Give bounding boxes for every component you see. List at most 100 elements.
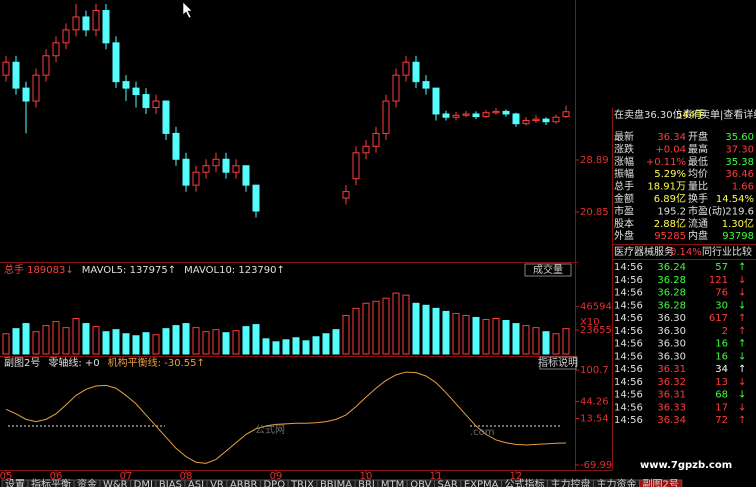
quote-value: 95285 [654,231,686,242]
tab-label[interactable]: 设置 [5,479,25,487]
trade-volume: 16 [715,339,728,350]
industry-compare[interactable]: 同行业比较 [702,245,752,258]
volume-bar [12,328,20,355]
volume-bar [42,325,50,355]
trade-volume: 57 [715,262,728,273]
candle-body [172,132,180,160]
y-tick-label: 46594 [580,302,612,313]
indicator-line [5,371,567,464]
tab-label[interactable]: DMI [134,480,153,487]
tab[interactable]: 资金 [73,478,101,487]
trade-volume: 13 [715,377,728,388]
button[interactable] [539,356,577,370]
volume-bar [182,323,190,355]
tab-label[interactable]: 资金 [77,478,97,487]
tab-bg[interactable] [638,479,683,487]
tab-label[interactable]: BBIMA [320,480,352,487]
trade-direction: ↓ [738,351,746,362]
tab-label[interactable]: BIAS [159,480,182,487]
tab[interactable]: 副图2号 [638,479,683,487]
quote-value: 6.89亿 [654,192,686,205]
volume-bar [402,294,410,355]
candle-body [102,9,110,44]
button-label[interactable]: 指标说明 [538,356,578,369]
candle-body [152,100,160,109]
tab[interactable]: ASI [184,479,208,487]
tab-label[interactable]: 公式指标 [504,478,544,487]
tab[interactable]: W&R [99,479,132,487]
tab-label[interactable]: 副图2号 [642,479,678,487]
quote-value: 195.2 [657,206,686,217]
tab[interactable]: 指标平衡 [27,478,75,487]
tab[interactable]: TRIX [287,479,318,487]
tab[interactable]: DPO [259,479,289,487]
trade-time: 14:56 [614,377,643,388]
tab[interactable]: 主力控盘 [546,478,594,487]
quote-label: 外盘 [614,229,634,242]
volume-bar [362,302,370,355]
tab[interactable]: DMI [130,479,157,487]
tab-label[interactable]: ASI [188,480,204,487]
button[interactable] [524,263,572,277]
tab[interactable]: OBV [406,479,435,487]
tab-label[interactable]: 主力控盘 [550,478,590,487]
x-tick-label: 09 [270,471,283,482]
tab-label[interactable]: VR [210,480,224,487]
tab[interactable]: ARBR [226,479,261,487]
tab[interactable]: MTM [377,479,408,487]
quote-value: 219.6 [725,206,754,217]
x-tick-label: 08 [180,471,193,482]
tab[interactable]: SAR [433,479,462,487]
volume-bar [202,331,210,355]
tab[interactable]: BBIMA [316,479,356,487]
y-tick-label: 44.26 [580,396,609,407]
volume-bar [102,331,110,355]
candle-body [562,111,570,118]
quote-label: 金额 [614,192,634,205]
tab-label[interactable]: 主力资金 [596,478,636,487]
tab-label[interactable]: TRIX [290,480,314,487]
button-label[interactable]: 成交量 [533,263,563,276]
tab-label[interactable]: SAR [437,480,457,487]
candle-body [132,87,140,96]
candle-body [222,158,230,173]
tab-label[interactable]: W&R [103,480,128,487]
tab[interactable]: VR [206,479,228,487]
candle-body [482,112,490,118]
volume-bar [32,331,40,355]
tab[interactable]: 公式指标 [500,478,548,487]
tab[interactable]: BIAS [155,479,186,487]
trade-time: 14:56 [614,275,643,286]
tab[interactable]: 主力资金 [592,478,640,487]
trade-time: 14:56 [614,402,643,413]
trade-volume: 34 [715,364,728,375]
y-tick-label: 28.89 [580,155,609,166]
volume-bar [302,340,310,355]
trade-direction: ↓ [738,275,746,286]
trade-time: 14:56 [614,313,643,324]
tab-label[interactable]: 指标平衡 [31,478,71,487]
tab-label[interactable]: MTM [381,480,404,487]
tab[interactable]: EXPMA [460,479,502,487]
candle-body [342,191,350,199]
volume-bar [292,337,300,355]
trade-time: 14:56 [614,339,643,350]
tab-label[interactable]: DPO [263,480,285,487]
quote-label: 内盘 [688,229,708,242]
x-tick-label: 12 [510,471,523,482]
volume-bar [212,329,220,355]
trade-time: 14:56 [614,351,643,362]
tab-label[interactable]: EXPMA [464,480,499,487]
quote-label: 市盈 [614,204,634,217]
tab-label[interactable]: BRI [358,480,375,487]
candle-body [62,29,70,44]
tab-label[interactable]: OBV [410,480,431,487]
tab[interactable]: BRI [354,479,379,487]
tab[interactable]: 设置 [1,479,29,487]
volume-bar [172,325,180,355]
tab-label[interactable]: ARBR [230,480,258,487]
volume-bar [122,333,130,355]
candle-body [492,110,500,114]
quote-header[interactable]: 卖单|查看详细 [700,108,756,121]
volume-bar [142,332,150,355]
